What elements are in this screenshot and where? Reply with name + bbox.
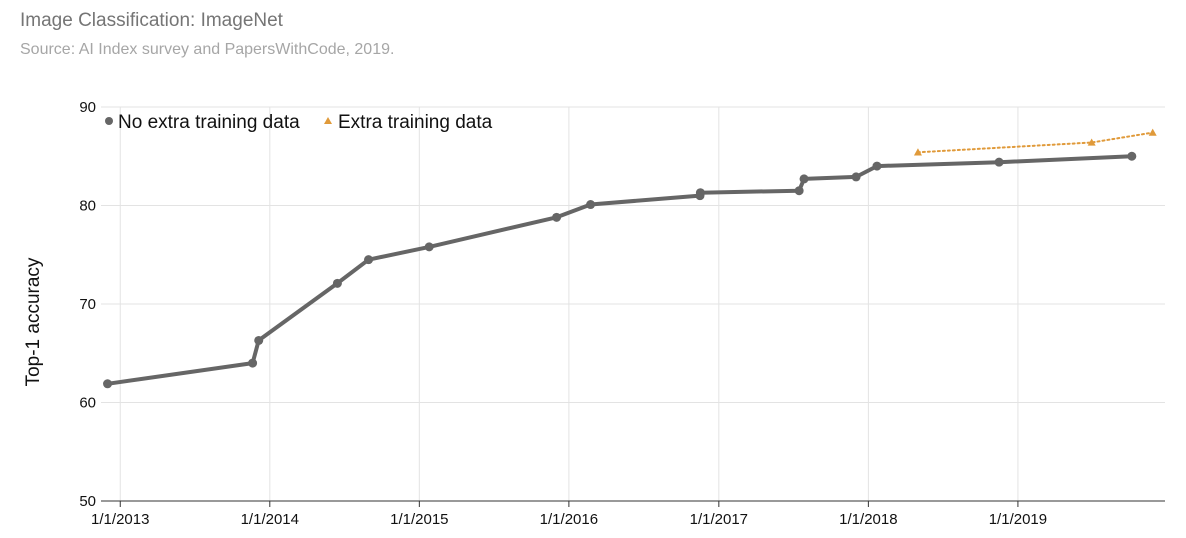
data-point	[254, 335, 264, 345]
data-point	[1127, 151, 1137, 161]
legend-marker-extra-data	[324, 117, 332, 124]
x-tick-label: 1/1/2018	[839, 511, 897, 528]
data-point	[799, 174, 809, 184]
legend-marker-no-extra-data	[105, 117, 113, 125]
data-point	[586, 200, 596, 210]
x-tick-label: 1/1/2013	[91, 511, 149, 528]
data-point	[552, 212, 562, 222]
y-tick-label: 90	[79, 99, 96, 116]
data-point	[1087, 138, 1096, 146]
chart-title: Image Classification: ImageNet	[20, 10, 283, 31]
data-point	[794, 186, 804, 196]
data-point	[248, 358, 258, 368]
series-line-no-extra-data	[105, 154, 1134, 386]
data-point	[1148, 128, 1157, 136]
chart-subtitle: Source: AI Index survey and PapersWithCo…	[20, 41, 395, 58]
data-point	[994, 157, 1004, 167]
data-point	[364, 255, 374, 265]
series-group	[103, 128, 1157, 389]
y-tick-label: 70	[79, 296, 96, 313]
y-tick-label: 60	[79, 395, 96, 412]
x-tick-label: 1/1/2017	[690, 511, 748, 528]
gridlines	[101, 106, 1165, 501]
x-tick-label: 1/1/2014	[241, 511, 299, 528]
data-point	[424, 242, 434, 252]
legend-label-extra-data: Extra training data	[338, 112, 493, 133]
data-point	[695, 188, 705, 198]
y-axis-label: Top-1 accuracy	[23, 257, 44, 386]
x-axis-ticks: 1/1/2013 1/1/2014 1/1/2015 1/1/2016 1/1/2017…	[91, 501, 1047, 528]
y-axis-ticks: 50 60 70 80 90	[79, 99, 96, 510]
x-tick-label: 1/1/2019	[989, 511, 1047, 528]
legend-label-no-extra-data: No extra training data	[118, 112, 300, 133]
x-tick-label: 1/1/2015	[390, 511, 448, 528]
data-point	[872, 161, 882, 171]
series-line-extra-data	[916, 131, 1154, 154]
data-point	[913, 148, 922, 156]
y-tick-label: 80	[79, 198, 96, 215]
y-tick-label: 50	[79, 493, 96, 510]
x-tick-label: 1/1/2016	[540, 511, 598, 528]
data-point	[851, 172, 861, 182]
legend: No extra training data Extra training da…	[105, 112, 493, 133]
data-point	[332, 278, 342, 288]
data-point	[103, 379, 113, 389]
